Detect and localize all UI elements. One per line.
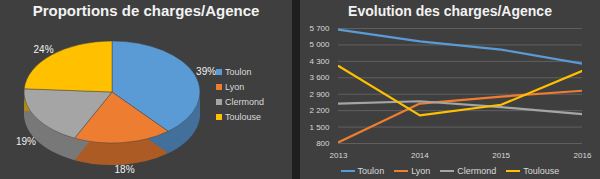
svg-text:19%: 19% [16, 136, 36, 147]
svg-text:2016: 2016 [574, 151, 592, 160]
svg-text:5 700: 5 700 [309, 24, 330, 33]
svg-text:24%: 24% [34, 44, 54, 55]
svg-text:Clermond: Clermond [225, 97, 264, 107]
svg-text:2 900: 2 900 [309, 90, 330, 99]
html-text:Proportions de charges/Agence: Proportions de charges/Agence [32, 2, 260, 19]
svg-text:39%: 39% [196, 66, 216, 77]
html-text:Evolution des charges/Agence: Evolution des charges/Agence [348, 3, 552, 19]
html-text:Toulon: Toulon [357, 166, 385, 176]
svg-text:18%: 18% [115, 164, 135, 175]
svg-text:2 200: 2 200 [309, 106, 330, 115]
svg-text:2013: 2013 [330, 151, 348, 160]
svg-text:Toulouse: Toulouse [225, 112, 261, 122]
svg-text:5 000: 5 000 [309, 40, 330, 49]
svg-text:2014: 2014 [411, 151, 429, 160]
svg-text:Lyon: Lyon [225, 82, 244, 92]
html-text:Toulouse: Toulouse [523, 166, 560, 176]
svg-text:2015: 2015 [492, 151, 510, 160]
svg-text:4 300: 4 300 [309, 57, 330, 66]
html-text:Clermond: Clermond [457, 166, 497, 176]
svg-text:1 500: 1 500 [309, 123, 330, 132]
svg-text:800: 800 [316, 139, 330, 148]
svg-text:3 600: 3 600 [309, 73, 330, 82]
svg-text:Toulon: Toulon [225, 67, 252, 77]
html-text:Lyon: Lyon [411, 166, 431, 176]
